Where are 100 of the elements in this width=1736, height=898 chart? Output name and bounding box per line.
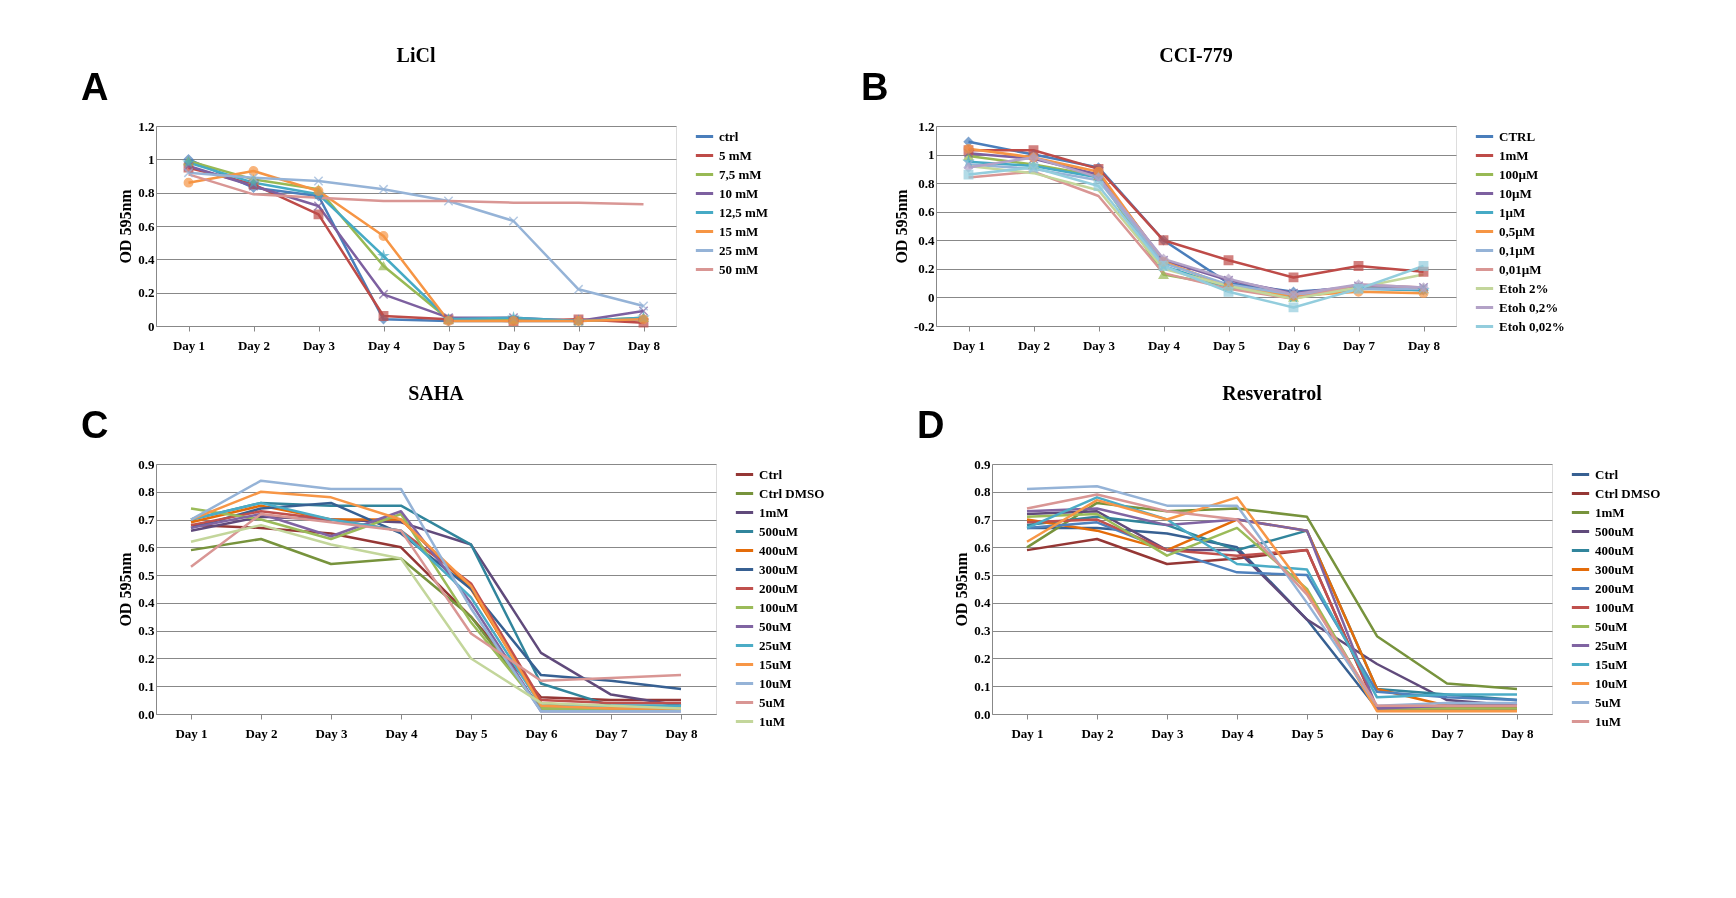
legend-label: 25 mM <box>719 242 759 258</box>
y-tick-label: 0.6 <box>918 204 935 220</box>
x-tick-label: Day 7 <box>595 725 629 741</box>
text: A <box>81 66 109 108</box>
legend-label: Ctrl <box>759 466 783 482</box>
y-tick-label: 0.5 <box>974 567 991 583</box>
y-tick-label: 0.7 <box>974 512 991 528</box>
legend-label: 1µM <box>1499 204 1526 220</box>
x-tick-label: Day 6 <box>497 337 531 353</box>
x-tick-label: Day 4 <box>367 337 401 353</box>
y-tick-label: 0.8 <box>138 185 155 201</box>
legend-label: Etoh 0,2% <box>1499 299 1559 315</box>
x-tick-label: Day 5 <box>432 337 466 353</box>
y-tick-label: 0.2 <box>918 261 935 277</box>
legend-label: 300uM <box>759 561 798 577</box>
y-tick-label: 0.4 <box>918 232 935 248</box>
x-tick-label: Day 8 <box>1501 725 1535 741</box>
x-tick-label: Day 6 <box>1361 725 1395 741</box>
legend-label: Ctrl <box>1595 466 1619 482</box>
legend-label: 0,5µM <box>1499 223 1536 239</box>
y-axis-title: OD 595nm <box>117 551 135 627</box>
legend-label: Etoh 2% <box>1499 280 1549 296</box>
x-tick-label: Day 8 <box>627 337 661 353</box>
legend-label: 7,5 mM <box>719 166 762 182</box>
x-tick-label: Day 1 <box>172 337 206 353</box>
legend-label: 50uM <box>759 618 792 634</box>
y-tick-label: 0.8 <box>974 484 991 500</box>
y-tick-label: 0.2 <box>138 650 155 666</box>
x-tick-label: Day 5 <box>455 725 489 741</box>
y-tick-label: 0.4 <box>138 251 155 267</box>
legend-label: 200uM <box>759 580 798 596</box>
y-tick-label: 1.2 <box>918 118 935 134</box>
y-axis-title: OD 595nm <box>953 551 971 627</box>
x-tick-label: Day 4 <box>385 725 419 741</box>
x-tick-label: Day 6 <box>525 725 559 741</box>
y-tick-label: 0.3 <box>138 623 155 639</box>
legend-label: 25uM <box>1595 637 1628 653</box>
legend-label: 25uM <box>759 637 792 653</box>
x-tick-label: Day 2 <box>1017 337 1051 353</box>
y-tick-label: 0.7 <box>138 512 155 528</box>
x-tick-label: Day 3 <box>315 725 349 741</box>
chart-title: SAHA <box>408 382 465 404</box>
y-tick-label: 0.9 <box>138 456 155 472</box>
legend-label: 400uM <box>1595 542 1634 558</box>
legend-label: 5uM <box>759 694 785 710</box>
legend-label: 15uM <box>1595 656 1628 672</box>
text: C <box>81 404 109 446</box>
y-tick-label: 0 <box>148 318 155 334</box>
x-tick-label: Day 1 <box>952 337 986 353</box>
x-tick-label: Day 7 <box>1431 725 1465 741</box>
legend-label: 500uM <box>1595 523 1634 539</box>
x-tick-label: Day 3 <box>1151 725 1185 741</box>
x-tick-label: Day 2 <box>245 725 278 741</box>
x-tick-label: Day 8 <box>1407 337 1441 353</box>
x-tick-label: Day 6 <box>1277 337 1311 353</box>
y-tick-label: -0.2 <box>913 318 935 334</box>
y-axis-title: OD 595nm <box>117 188 135 264</box>
legend-label: Ctrl DMSO <box>759 485 825 501</box>
legend-label: 0,1µM <box>1499 242 1536 258</box>
x-tick-label: Day 2 <box>237 337 271 353</box>
legend-label: 200uM <box>1595 580 1634 596</box>
x-tick-label: Day 8 <box>665 725 699 741</box>
y-tick-label: 0.8 <box>138 484 155 500</box>
y-tick-label: 0 <box>928 289 935 305</box>
legend-label: 100uM <box>759 599 798 615</box>
y-tick-label: 0.4 <box>138 595 155 611</box>
chart-title: CCI-779 <box>1159 44 1233 66</box>
legend-label: 12,5 mM <box>719 204 769 220</box>
y-tick-label: 0.6 <box>974 539 991 555</box>
x-tick-label: Day 1 <box>175 725 208 741</box>
y-axis-title: OD 595nm <box>892 188 910 264</box>
legend-label: 1mM <box>1595 504 1625 520</box>
legend-label: 1uM <box>759 713 785 729</box>
legend-label: ctrl <box>719 128 739 144</box>
y-tick-label: 0.2 <box>974 650 991 666</box>
legend-label: 50uM <box>1595 618 1628 634</box>
legend-label: 5 mM <box>719 147 752 163</box>
chart-title: LiCl <box>396 44 436 66</box>
legend-label: 10µM <box>1499 185 1532 201</box>
x-tick-label: Day 3 <box>302 337 336 353</box>
legend-label: 50 mM <box>719 261 759 277</box>
legend-label: 1mM <box>1499 147 1529 163</box>
x-tick-label: Day 2 <box>1081 725 1114 741</box>
legend-label: 100uM <box>1595 599 1634 615</box>
x-tick-label: Day 5 <box>1212 337 1246 353</box>
legend-label: 10uM <box>1595 675 1628 691</box>
legend-label: 1uM <box>1595 713 1621 729</box>
text: B <box>861 66 889 108</box>
legend-label: Etoh 0,02% <box>1499 318 1565 334</box>
x-tick-label: Day 4 <box>1147 337 1181 353</box>
y-tick-label: 0.6 <box>138 539 155 555</box>
y-tick-label: 1 <box>148 151 155 167</box>
legend-label: 300uM <box>1595 561 1634 577</box>
y-tick-label: 1.2 <box>138 118 155 134</box>
y-tick-label: 0.4 <box>974 595 991 611</box>
y-tick-label: 0.5 <box>138 567 155 583</box>
x-tick-label: Day 4 <box>1221 725 1255 741</box>
text: D <box>917 404 945 446</box>
legend-label: 10uM <box>759 675 792 691</box>
legend-label: 15 mM <box>719 223 759 239</box>
